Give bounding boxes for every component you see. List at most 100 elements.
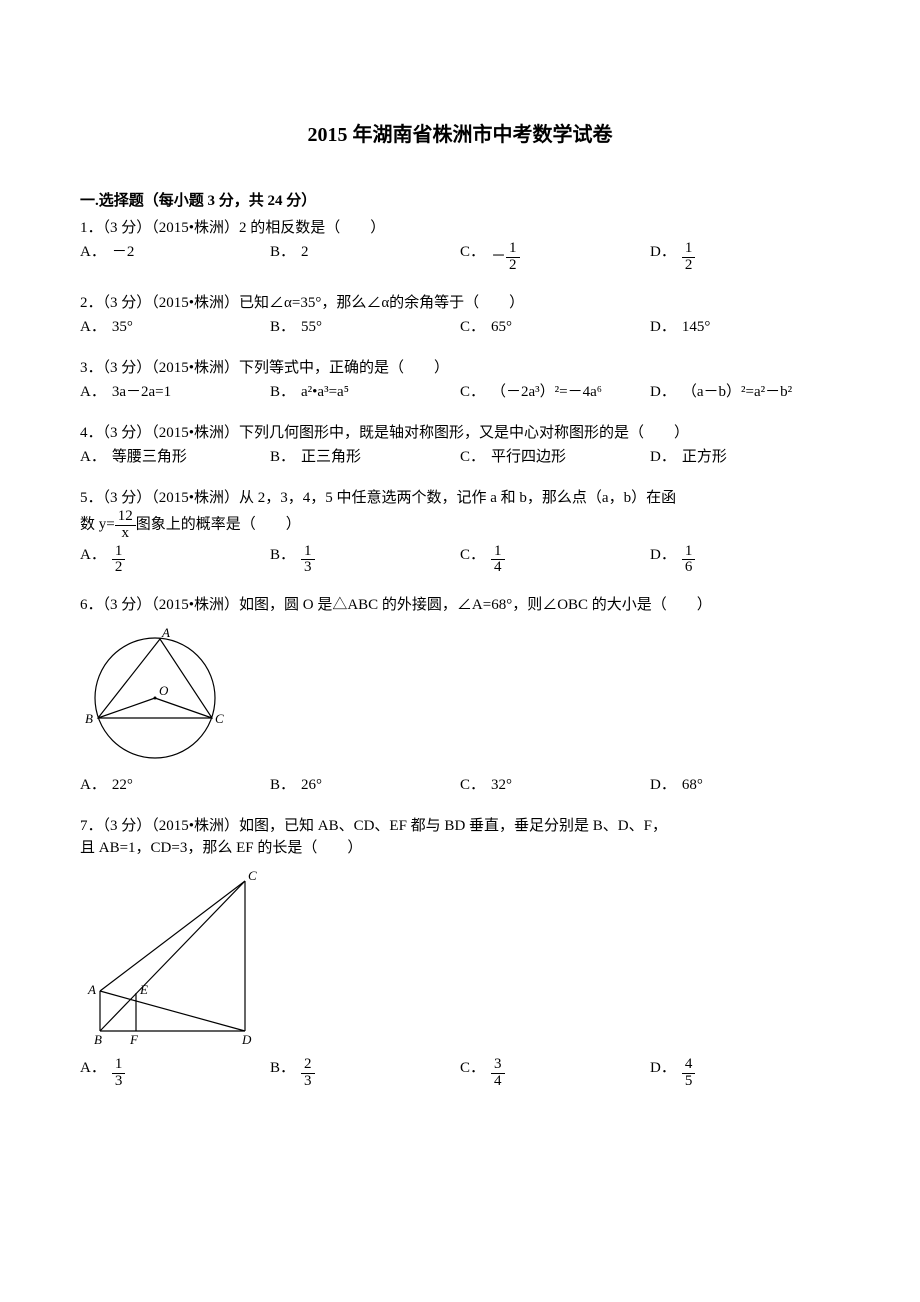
opt-label: A． (80, 1057, 106, 1080)
opt-label: B． (270, 774, 295, 797)
opt-value: 35° (112, 316, 133, 339)
q5-opt-C: C． 14 (460, 544, 650, 577)
question-5-options: A．12 B．13 C．14 D．16 (80, 544, 840, 577)
question-7-options: A．13 B．23 C．34 D．45 (80, 1057, 840, 1090)
opt-label: C． (460, 446, 485, 469)
opt-value: （－2a³）²=－4a⁶ (491, 381, 602, 404)
q7-opt-D: D． 45 (650, 1057, 840, 1090)
opt-value: 26° (301, 774, 322, 797)
opt-value: 145° (682, 316, 711, 339)
opt-value: 平行四边形 (491, 446, 566, 469)
opt-label: B． (270, 446, 295, 469)
opt-label: A． (80, 446, 106, 469)
page-title: 2015 年湖南省株洲市中考数学试卷 (80, 120, 840, 150)
opt-label: B． (270, 241, 295, 264)
opt-label: B． (270, 544, 295, 567)
segment-bc (100, 881, 245, 1031)
denominator: 4 (491, 560, 505, 576)
question-4-text: 4．（3 分）（2015•株洲）下列几何图形中，既是轴对称图形，又是中心对称图形… (80, 422, 840, 445)
opt-label: A． (80, 774, 106, 797)
opt-label: D． (650, 544, 676, 567)
fraction: 13 (112, 1057, 126, 1090)
label-b: B (85, 711, 93, 726)
opt-label: C． (460, 544, 485, 567)
q1-opt-B: B． 2 (270, 241, 460, 274)
numerator: 1 (301, 544, 315, 561)
denominator: 3 (112, 1074, 126, 1090)
opt-value: 32° (491, 774, 512, 797)
fraction: 12x (115, 509, 136, 542)
fraction: 16 (682, 544, 696, 577)
opt-label: A． (80, 544, 106, 567)
label-f: F (129, 1032, 139, 1046)
question-4-options: A．等腰三角形 B．正三角形 C．平行四边形 D．正方形 (80, 446, 840, 469)
question-1-options: A． －2 B． 2 C． －12 D． 12 (80, 241, 840, 274)
question-7: 7．（3 分）（2015•株洲）如图，已知 AB、CD、EF 都与 BD 垂直，… (80, 815, 840, 1090)
opt-label: C． (460, 1057, 485, 1080)
opt-label: D． (650, 316, 676, 339)
numerator: 1 (491, 544, 505, 561)
point-o (154, 696, 157, 699)
question-3-text: 3．（3 分）（2015•株洲）下列等式中，正确的是（ ） (80, 357, 840, 380)
circumcircle-svg: A B C O (80, 623, 230, 763)
q7-opt-B: B．23 (270, 1057, 460, 1090)
q6-opt-C: C．32° (460, 774, 650, 797)
opt-value: （a－b）²=a²－b² (682, 381, 792, 404)
opt-label: B． (270, 1057, 295, 1080)
q7-figure: A B C D E F (80, 866, 840, 1054)
question-6-options: A． 22° B． 26° C．32° D．68° (80, 774, 840, 797)
q3-opt-C: C． （－2a³）²=－4a⁶ (460, 381, 650, 404)
q5-line1: 5．（3 分）（2015•株洲）从 2，3，4，5 中任意选两个数，记作 a 和… (80, 490, 676, 506)
q7-line2: 且 AB=1，CD=3，那么 EF 的长是（ ） (80, 840, 362, 856)
opt-label: B． (270, 381, 295, 404)
q7-opt-A: A． 13 (80, 1057, 270, 1090)
q1-opt-C: C． －12 (460, 241, 650, 274)
q2-opt-A: A． 35° (80, 316, 270, 339)
label-c: C (215, 711, 224, 726)
q3-opt-D: D． （a－b）²=a²－b² (650, 381, 840, 404)
question-4: 4．（3 分）（2015•株洲）下列几何图形中，既是轴对称图形，又是中心对称图形… (80, 422, 840, 469)
q5-opt-B: B． 13 (270, 544, 460, 577)
denominator: 3 (301, 1074, 315, 1090)
opt-label: D． (650, 1057, 676, 1080)
opt-label: C． (460, 381, 485, 404)
opt-value: 68° (682, 774, 703, 797)
q5-opt-D: D． 16 (650, 544, 840, 577)
opt-value: 22° (112, 774, 133, 797)
question-1-text: 1．（3 分）（2015•株洲）2 的相反数是（ ） (80, 217, 840, 240)
denominator: 2 (112, 560, 126, 576)
denominator: 3 (301, 560, 315, 576)
q6-opt-D: D．68° (650, 774, 840, 797)
denominator: x (115, 526, 136, 542)
opt-label: D． (650, 381, 676, 404)
numerator: 3 (491, 1057, 505, 1074)
fraction: 14 (491, 544, 505, 577)
label-o: O (159, 683, 169, 698)
q5-prefix: 数 y= (80, 517, 115, 533)
opt-value: 正方形 (682, 446, 727, 469)
question-5: 5．（3 分）（2015•株洲）从 2，3，4，5 中任意选两个数，记作 a 和… (80, 487, 840, 577)
fraction: 45 (682, 1057, 696, 1090)
opt-label: C． (460, 316, 485, 339)
label-c: C (248, 868, 257, 883)
q6-opt-A: A． 22° (80, 774, 270, 797)
q4-opt-D: D．正方形 (650, 446, 840, 469)
fraction: 12 (682, 241, 696, 274)
q5-suffix: 图象上的概率是（ ） (136, 517, 301, 533)
segment-ad (100, 991, 245, 1031)
q7-line1: 7．（3 分）（2015•株洲）如图，已知 AB、CD、EF 都与 BD 垂直，… (80, 818, 667, 834)
opt-label: D． (650, 241, 676, 264)
opt-label: A． (80, 316, 106, 339)
numerator: 1 (682, 544, 696, 561)
question-3-options: A．3a－2a=1 B．a²•a³=a⁵ C．（－2a³）²=－4a⁶ D．（a… (80, 381, 840, 404)
denominator: 4 (491, 1074, 505, 1090)
q2-opt-D: D． 145° (650, 316, 840, 339)
numerator: 1 (112, 544, 126, 561)
question-6: 6．（3 分）（2015•株洲）如图，圆 O 是△ABC 的外接圆，∠A=68°… (80, 594, 840, 797)
q5-opt-A: A． 12 (80, 544, 270, 577)
q7-opt-C: C． 34 (460, 1057, 650, 1090)
triangle-abc (98, 639, 212, 718)
minus-sign: － (491, 249, 506, 265)
opt-label: A． (80, 241, 106, 264)
q4-opt-A: A．等腰三角形 (80, 446, 270, 469)
